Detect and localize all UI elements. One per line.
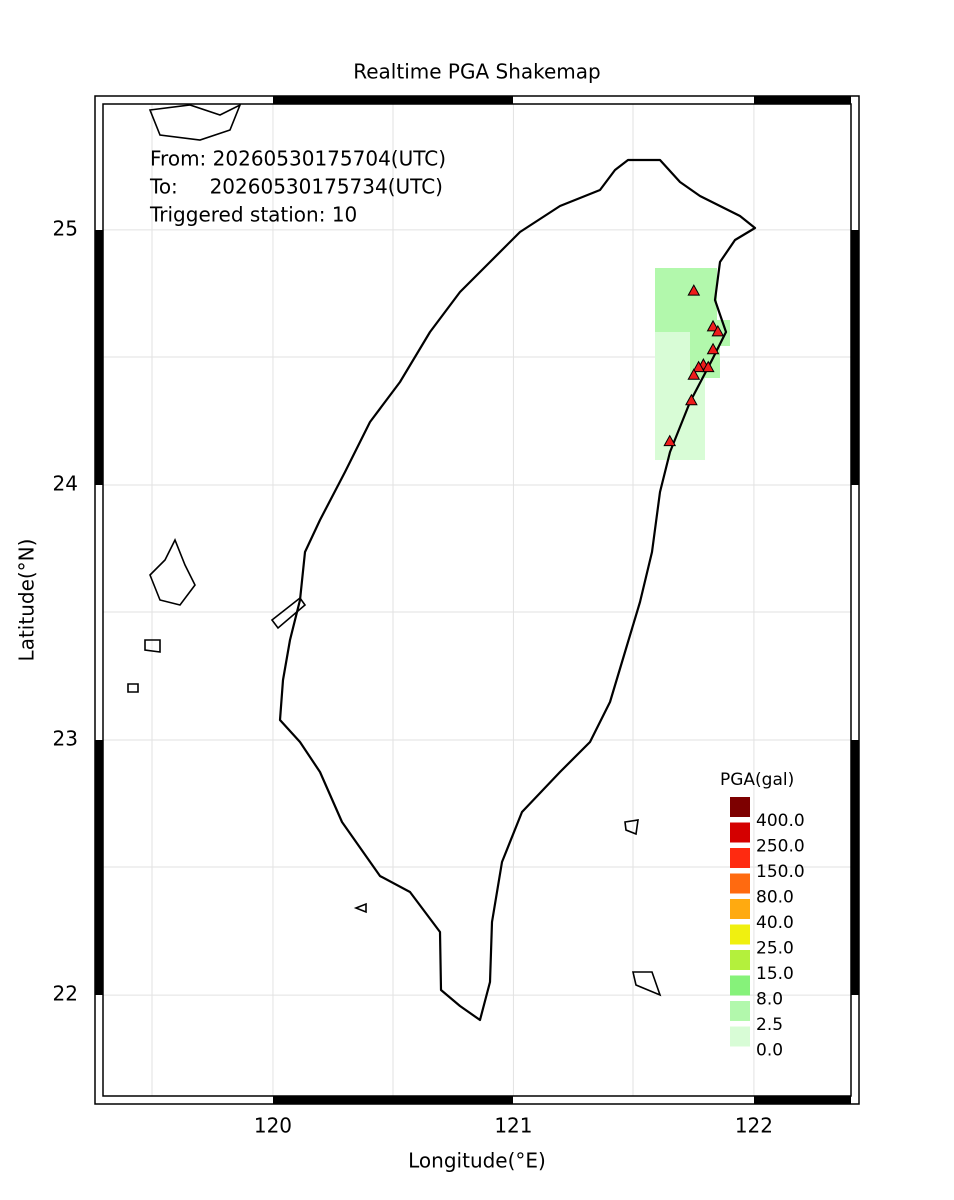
station xyxy=(663,434,677,447)
legend-label: 400.0 xyxy=(756,811,805,831)
station xyxy=(687,284,701,296)
minor-grid xyxy=(103,104,851,1096)
legend-swatch xyxy=(730,797,750,817)
legend-label: 15.0 xyxy=(756,964,794,984)
legend-swatch xyxy=(730,975,750,996)
legend-swatch xyxy=(730,899,750,919)
legend-swatch xyxy=(730,848,750,868)
legend-label: 8.0 xyxy=(756,990,783,1010)
y-tick-label: 25 xyxy=(53,216,78,240)
legend-swatch xyxy=(730,1026,750,1047)
legend-label: 25.0 xyxy=(756,939,794,959)
legend-swatch xyxy=(730,873,750,894)
coastline xyxy=(278,158,757,1022)
station xyxy=(711,324,725,337)
station xyxy=(706,319,720,332)
y-tick-label: 23 xyxy=(53,727,78,751)
station xyxy=(687,368,701,380)
station xyxy=(692,360,705,373)
legend-label: 0.0 xyxy=(756,1041,783,1061)
station xyxy=(685,393,698,406)
x-axis-label: Longitude(°E) xyxy=(408,1149,546,1173)
islands xyxy=(127,103,662,997)
info-line: From: 20260530175704(UTC) xyxy=(150,147,446,171)
legend-swatch xyxy=(730,822,750,843)
info-line: Triggered station: 10 xyxy=(149,203,357,227)
legend-label: 80.0 xyxy=(756,888,794,908)
y-tick-label: 24 xyxy=(53,471,78,495)
x-tick-label: 122 xyxy=(735,1114,773,1138)
info-line: To: 20260530175734(UTC) xyxy=(149,175,443,199)
legend-label: 150.0 xyxy=(756,862,805,882)
station xyxy=(701,360,715,373)
legend-swatch xyxy=(730,1001,750,1021)
chart-title: Realtime PGA Shakemap xyxy=(353,60,601,84)
legend-label: 250.0 xyxy=(756,837,805,857)
legend-label: 40.0 xyxy=(756,913,794,933)
legend-swatch xyxy=(730,924,750,945)
x-tick-label: 121 xyxy=(494,1114,532,1138)
y-tick-label: 22 xyxy=(53,982,78,1006)
x-tick-label: 120 xyxy=(254,1114,292,1138)
legend-label: 2.5 xyxy=(756,1015,783,1035)
frame xyxy=(94,95,860,1105)
station xyxy=(706,342,720,355)
legend-swatch xyxy=(730,950,750,970)
legend-title: PGA(gal) xyxy=(720,770,794,790)
y-axis-label: Latitude(°N) xyxy=(15,539,39,662)
